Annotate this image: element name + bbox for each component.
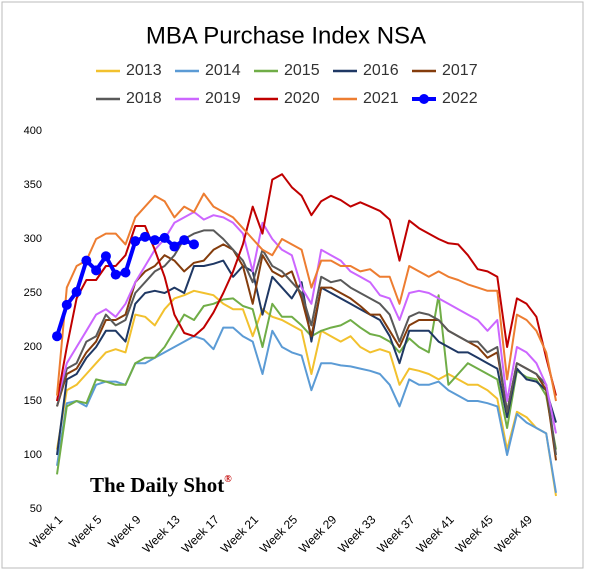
legend-label: 2019: [205, 90, 241, 107]
series-line: [56, 289, 557, 497]
legend-label: 2013: [126, 62, 162, 79]
data-point: [169, 241, 180, 252]
data-point: [130, 236, 141, 247]
series-line: [56, 211, 557, 434]
chart-title: MBA Purchase Index NSA: [146, 22, 426, 49]
data-point: [52, 331, 62, 342]
data-point: [91, 265, 102, 276]
data-point: [140, 231, 151, 242]
y-tick-label: 250: [24, 287, 42, 299]
annotation-mark: ®: [224, 474, 232, 485]
data-point: [81, 255, 92, 266]
data-point: [179, 235, 190, 246]
legend-label: 2016: [363, 62, 399, 79]
data-point: [159, 232, 170, 243]
annotation: The Daily Shot®: [90, 473, 232, 497]
series-line: [56, 192, 557, 402]
data-point: [110, 269, 121, 280]
y-tick-label: 150: [24, 395, 42, 407]
legend-label: 2015: [284, 62, 320, 79]
data-point: [71, 286, 82, 297]
legend-label: 2021: [363, 90, 399, 107]
y-tick-label: 300: [24, 233, 42, 245]
frame: [1, 1, 584, 569]
y-tick-label: 200: [24, 341, 42, 353]
series-line: [56, 326, 557, 493]
legend-label: 2022: [442, 90, 478, 107]
series-line: [56, 173, 557, 402]
legend-label: 2020: [284, 90, 320, 107]
annotation-text: The Daily Shot: [90, 473, 224, 497]
y-tick-label: 400: [24, 125, 42, 137]
legend-label: 2017: [442, 62, 478, 79]
data-point: [149, 235, 160, 246]
series-line: [56, 229, 557, 456]
y-tick-label: 350: [24, 179, 42, 191]
y-tick-label: 50: [30, 503, 42, 515]
legend-label: 2018: [126, 90, 162, 107]
data-point: [120, 267, 131, 278]
data-point: [100, 251, 111, 262]
data-point: [188, 239, 199, 250]
series-line: [56, 294, 557, 475]
legend-label: 2014: [205, 62, 241, 79]
data-point: [61, 299, 72, 310]
y-tick-label: 100: [24, 449, 42, 461]
series-line: [56, 243, 557, 461]
legend-marker: [419, 94, 429, 104]
